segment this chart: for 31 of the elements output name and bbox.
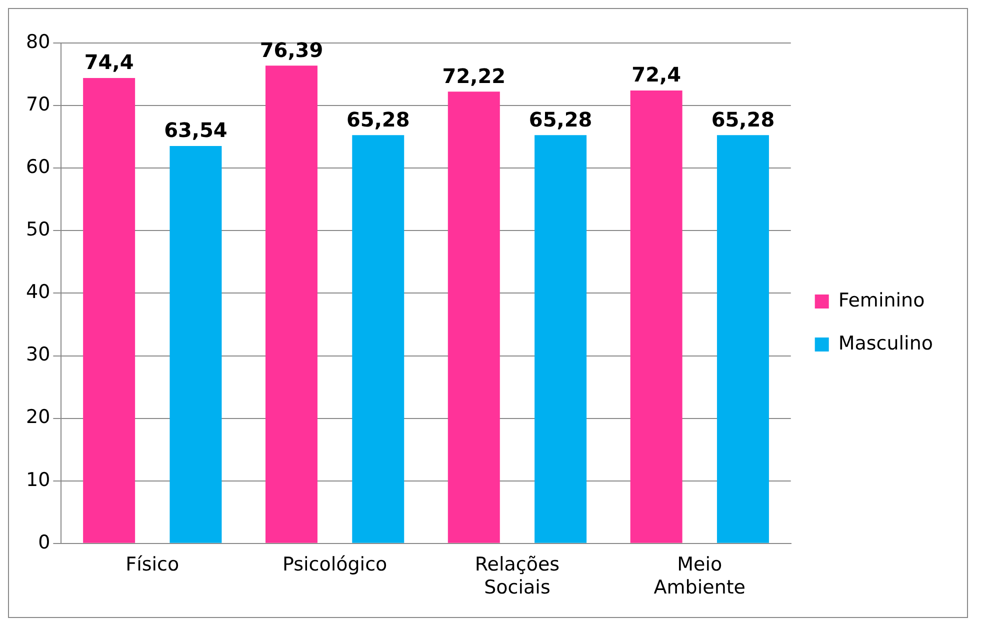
data-label: 65,28	[346, 107, 410, 132]
data-label: 76,39	[260, 38, 324, 62]
data-label: 72,4	[632, 62, 681, 87]
y-tick-label: 30	[26, 344, 50, 366]
bar	[534, 135, 587, 543]
x-tick-label: Psicológico	[282, 554, 388, 576]
y-tick-label: 80	[26, 30, 50, 53]
bar	[170, 146, 222, 543]
x-tick-label: Relações Sociais	[474, 554, 560, 599]
legend-label: Feminino	[838, 289, 925, 312]
legend-label: Masculino	[838, 332, 934, 354]
data-label: 65,28	[711, 107, 775, 132]
data-label: 63,54	[164, 118, 228, 142]
x-tick-label: Físico	[126, 554, 180, 576]
bar	[265, 66, 318, 543]
y-tick-label: 10	[26, 468, 50, 491]
y-tick-label: 70	[26, 93, 50, 116]
y-tick-label: 40	[26, 281, 50, 304]
bar	[83, 78, 136, 543]
bar	[630, 90, 682, 543]
y-tick-label: 20	[26, 406, 50, 428]
y-tick-label: 50	[26, 218, 50, 241]
data-label: 65,28	[528, 107, 592, 132]
bar	[352, 135, 404, 543]
data-label: 74,4	[84, 50, 134, 74]
y-tick-label: 0	[38, 531, 50, 554]
bar	[448, 92, 500, 543]
x-tick-label: Meio Ambiente	[654, 554, 746, 599]
data-label: 72,22	[442, 64, 506, 88]
bar	[716, 135, 769, 543]
y-tick-label: 60	[26, 156, 50, 178]
